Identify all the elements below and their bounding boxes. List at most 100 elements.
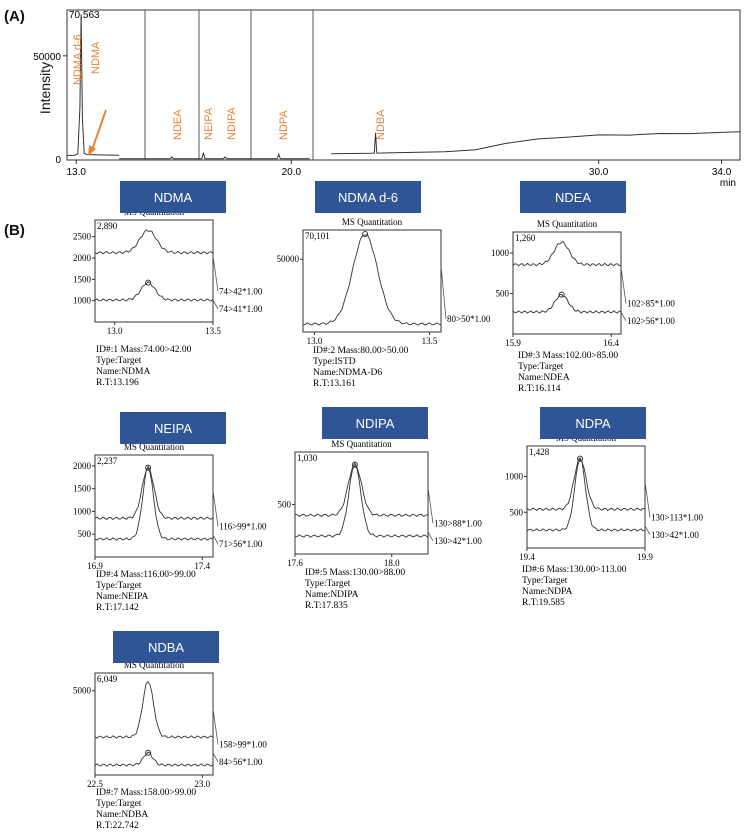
- box-frame-neipa: [94, 454, 214, 558]
- channel-label-ndea-0: 102>85*1.00: [627, 298, 675, 308]
- tic-xtick-label-2: 30.0: [589, 167, 609, 178]
- box-xtick-label-ndma-1: 13.5: [205, 326, 221, 336]
- box-ytick-label-ndma-0: 1000: [73, 296, 92, 306]
- peak-label-ndpa: NDPA: [278, 110, 290, 140]
- meta-ndea-3: R.T:16.114: [518, 384, 561, 394]
- box-top-value-ndmad6: 70,101: [305, 231, 330, 241]
- apex-marker-ndipa: [351, 461, 358, 468]
- trace-ndea-2: [512, 293, 622, 314]
- tic-ylabel: Intensity: [37, 62, 53, 114]
- box-xtick-label-ndpa-0: 19.4: [519, 552, 535, 562]
- peak-label-ndba: NDBA: [375, 109, 387, 140]
- meta-neipa-2: Name:NEIPA: [96, 592, 149, 602]
- box-ytick-label-neipa-1: 1000: [73, 506, 92, 516]
- meta-ndma-1: Type:Target: [96, 356, 142, 366]
- meta-ndpa-2: Name:NDPA: [522, 587, 572, 597]
- box-xtick-label-ndba-0: 22.5: [87, 779, 103, 789]
- tic-top-value: 70,563: [69, 10, 100, 21]
- channel-leader-ndba-0: [212, 708, 219, 745]
- box-xtick-label-ndma-0: 13.0: [107, 326, 123, 336]
- box-xtick-label-ndmad6-0: 13.0: [307, 336, 323, 346]
- box-title-ndipa: MS Quantitation: [331, 439, 392, 449]
- meta-ndba-2: Name:NDBA: [96, 810, 148, 820]
- trace-neipa-2: [94, 467, 214, 541]
- box-top-value-ndba: 6,049: [97, 674, 118, 684]
- box-ytick-label-ndea-1: 1000: [491, 248, 510, 258]
- channel-label-ndma-1: 74>41*1.00: [219, 304, 263, 314]
- meta-ndmad6-2: Name:NDMA-D6: [313, 368, 382, 378]
- meta-ndea-2: Name:NDEA: [518, 373, 570, 383]
- channel-label-ndpa-1: 130>42*1.00: [651, 530, 699, 540]
- meta-ndma-3: R.T:13.196: [96, 378, 139, 388]
- box-title-ndba: MS Quantitation: [124, 660, 185, 670]
- box-top-value-ndipa: 1,030: [297, 453, 318, 463]
- channel-label-ndipa-1: 130>42*1.00: [434, 536, 482, 546]
- apex-marker-ndmad6: [362, 231, 369, 237]
- meta-ndipa-1: Type:Target: [305, 579, 351, 589]
- tic-xtick-label-1: 20.0: [282, 167, 302, 178]
- tic-trace-segment-3: [331, 131, 741, 155]
- box-xtick-label-ndipa-1: 18.0: [384, 558, 400, 568]
- box-title-ndmad6: MS Quantitation: [342, 217, 403, 227]
- channel-label-ndipa-0: 130>88*1.00: [434, 518, 482, 528]
- channel-leader-ndpa-1: [644, 525, 651, 535]
- box-top-value-ndpa: 1,428: [529, 447, 550, 457]
- channel-leader-ndea-1: [620, 311, 627, 321]
- trace-ndba-1: [94, 680, 214, 739]
- box-ytick-label-neipa-3: 2000: [73, 461, 92, 471]
- badge-ndpa: NDPA: [540, 407, 646, 439]
- peak-label-ndea: NDEA: [172, 109, 184, 140]
- meta-ndipa-0: ID#:5 Mass:130.00>88.00: [305, 568, 405, 578]
- meta-ndpa-1: Type:Target: [522, 576, 568, 586]
- box-xtick-label-ndmad6-1: 13.5: [422, 336, 438, 346]
- box-xtick-label-ndipa-0: 17.6: [287, 558, 303, 568]
- box-ytick-label-ndma-2: 2000: [73, 253, 92, 263]
- tic-trace-segment-2: [119, 152, 310, 160]
- channel-leader-ndba-1: [212, 752, 219, 762]
- tic-ytick-zero-label: 0: [55, 155, 61, 166]
- trace-ndpa-2: [526, 458, 646, 532]
- box-xtick-label-ndea-1: 16.4: [603, 338, 619, 348]
- box-title-ndea: MS Quantitation: [537, 219, 598, 229]
- box-top-value-neipa: 2,237: [97, 456, 118, 466]
- meta-ndba-1: Type:Target: [96, 799, 142, 809]
- meta-ndma-0: ID#:1 Mass:74.00>42.00: [96, 345, 192, 355]
- ndma-arrow-head: [88, 145, 96, 156]
- meta-ndba-3: R.T:22.742: [96, 821, 139, 831]
- panel-b-label: (B): [4, 222, 25, 239]
- channel-label-ndpa-0: 130>113*1.00: [651, 512, 703, 522]
- meta-ndea-1: Type:Target: [518, 362, 564, 372]
- trace-ndea-1: [512, 241, 622, 267]
- apex-marker-ndpa: [577, 455, 584, 462]
- channel-leader-neipa-0: [212, 490, 219, 527]
- peak-label-ndipa: NDIPA: [226, 107, 238, 140]
- badge-neipa: NEIPA: [120, 412, 226, 444]
- meta-ndba-0: ID#:7 Mass:158.00>99.00: [96, 788, 196, 798]
- box-ytick-label-ndea-0: 500: [496, 289, 510, 299]
- box-ytick-label-ndma-1: 1500: [73, 274, 92, 284]
- channel-label-ndba-1: 84>56*1.00: [219, 757, 263, 767]
- channel-label-ndea-1: 102>56*1.00: [627, 316, 675, 326]
- box-ytick-label-ndmad6-0: 50000: [277, 254, 300, 264]
- channel-leader-ndpa-0: [644, 481, 651, 518]
- box-xtick-label-ndea-0: 15.9: [505, 338, 521, 348]
- badge-ndba: NDBA: [113, 631, 219, 663]
- channel-label-neipa-0: 116>99*1.00: [219, 521, 267, 531]
- box-frame-ndea: [512, 231, 622, 335]
- box-frame-ndma: [94, 219, 214, 323]
- box-ytick-label-neipa-0: 500: [78, 529, 92, 539]
- meta-neipa-3: R.T:17.142: [96, 603, 139, 613]
- tic-xtick-label-0: 13.0: [66, 167, 86, 178]
- meta-ndmad6-3: R.T:13.161: [313, 379, 356, 389]
- badge-ndipa: NDIPA: [322, 407, 428, 439]
- peak-label-ndma: NDMA: [90, 41, 102, 74]
- meta-neipa-1: Type:Target: [96, 581, 142, 591]
- channel-label-ndma-0: 74>42*1.00: [219, 286, 263, 296]
- channel-leader-ndipa-1: [427, 531, 434, 541]
- box-ytick-label-ndipa-0: 500: [278, 499, 292, 509]
- box-ytick-label-neipa-2: 1500: [73, 484, 92, 494]
- channel-label-ndba-0: 158>99*1.00: [219, 739, 267, 749]
- channel-leader-ndipa-0: [427, 487, 434, 524]
- box-top-value-ndea: 1,260: [515, 233, 536, 243]
- peak-label-ndma-d-6: NDMA d-6: [72, 34, 84, 85]
